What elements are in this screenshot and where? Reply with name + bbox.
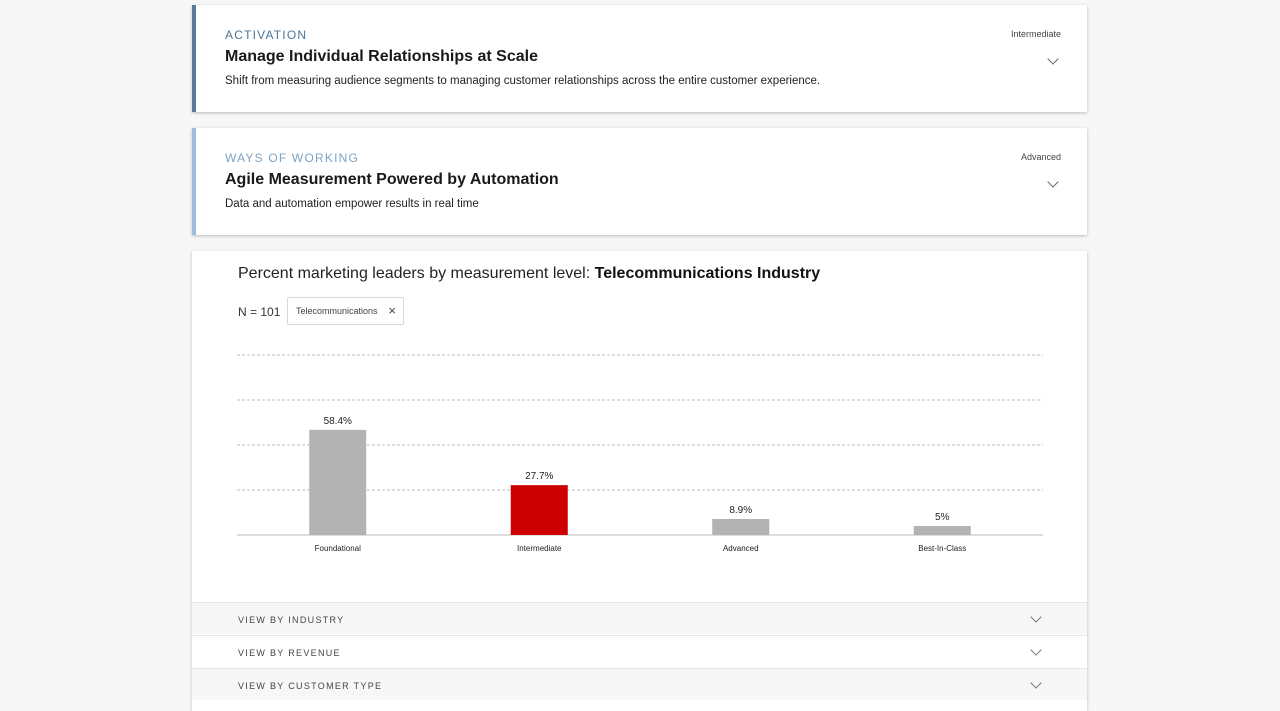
chart-title-industry: Telecommunications Industry (594, 265, 821, 282)
accordion-view-by-customer-type[interactable]: VIEW BY CUSTOMER TYPE (192, 668, 1087, 700)
card-description: Shift from measuring audience segments t… (225, 75, 821, 87)
data-label: 27.7% (525, 471, 553, 482)
x-tick-label: Foundational (315, 544, 361, 553)
accordion-view-by-revenue[interactable]: VIEW BY REVENUE (192, 635, 1087, 667)
filter-chip-label: Telecommunications (296, 306, 378, 316)
x-tick-label: Advanced (723, 544, 759, 553)
capability-card-activation[interactable]: ACTIVATION Manage Individual Relationshi… (192, 5, 1087, 112)
accordion-label: VIEW BY INDUSTRY (238, 615, 345, 625)
bar-foundational[interactable] (309, 429, 367, 535)
bar-intermediate[interactable] (510, 485, 568, 535)
bar-advanced[interactable] (712, 518, 770, 535)
capability-card-ways-of-working[interactable]: WAYS OF WORKING Agile Measurement Powere… (192, 128, 1087, 235)
chevron-down-icon[interactable] (1030, 644, 1042, 656)
chart-panel: Percent marketing leaders by measurement… (192, 251, 1087, 711)
chevron-down-icon[interactable] (1030, 677, 1042, 689)
card-description: Data and automation empower results in r… (225, 198, 479, 210)
chevron-down-icon[interactable] (1047, 176, 1059, 188)
card-category: ACTIVATION (225, 28, 308, 42)
data-label: 5% (935, 512, 950, 523)
data-label: 58.4% (324, 416, 352, 427)
card-title: Manage Individual Relationships at Scale (225, 48, 538, 65)
card-title: Agile Measurement Powered by Automation (225, 171, 559, 188)
bar-best-in-class[interactable] (913, 526, 971, 535)
card-category: WAYS OF WORKING (225, 151, 359, 165)
card-level: Advanced (1020, 152, 1061, 162)
accordion-label: VIEW BY REVENUE (238, 648, 341, 658)
filter-chip[interactable]: Telecommunications × (287, 297, 404, 325)
x-tick-label: Best-In-Class (918, 544, 966, 553)
chevron-down-icon[interactable] (1047, 53, 1059, 65)
accordion-view-by-industry[interactable]: VIEW BY INDUSTRY (192, 602, 1087, 634)
close-icon[interactable]: × (388, 303, 396, 318)
sample-size-label: N = 101 (238, 305, 281, 319)
x-tick-label: Intermediate (517, 544, 562, 553)
data-label: 8.9% (729, 505, 752, 516)
card-level: Intermediate (1010, 29, 1061, 39)
accordion-label: VIEW BY CUSTOMER TYPE (238, 681, 383, 691)
chart-title: Percent marketing leaders by measurement… (238, 265, 820, 283)
chart-title-prefix: Percent marketing leaders by measurement… (238, 265, 591, 282)
bar-chart: 58.4% Foundational 27.7% Intermediate 8.9% Ad… (237, 354, 1043, 553)
chevron-down-icon[interactable] (1030, 611, 1042, 623)
